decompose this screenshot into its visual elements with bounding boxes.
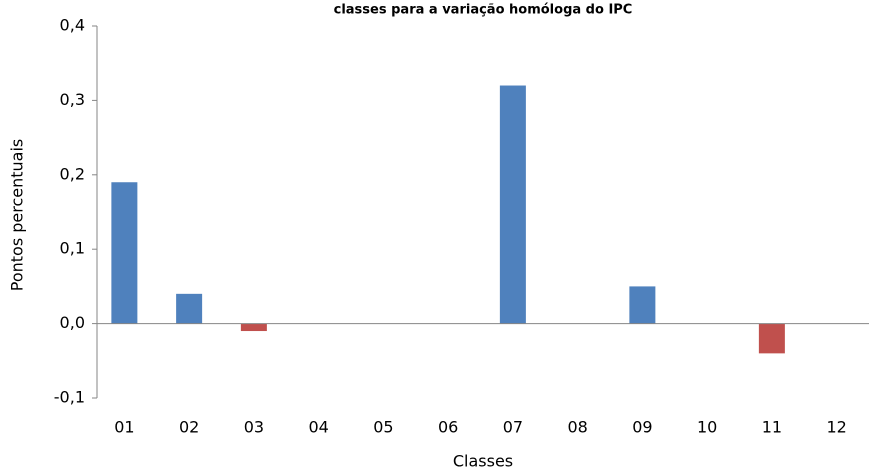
chart-title: classes para a variação homóloga do IPC xyxy=(334,3,633,18)
x-tick-label: 06 xyxy=(438,418,458,437)
bar xyxy=(499,85,526,324)
bar xyxy=(629,286,656,324)
x-tick-label: 01 xyxy=(114,418,134,437)
y-tick-label: 0,0 xyxy=(60,313,85,332)
x-tick-label: 09 xyxy=(632,418,652,437)
bar xyxy=(176,293,203,324)
x-tick-label: 03 xyxy=(244,418,264,437)
x-tick-label: 11 xyxy=(762,418,782,437)
y-tick-label: 0,1 xyxy=(60,239,85,258)
x-tick-label: 12 xyxy=(826,418,846,437)
y-tick-label: 0,3 xyxy=(60,90,85,109)
x-tick-label: 07 xyxy=(503,418,523,437)
x-tick-label: 04 xyxy=(308,418,328,437)
bar xyxy=(240,323,267,332)
x-tick-label: 02 xyxy=(179,418,199,437)
bar xyxy=(758,323,785,354)
x-tick-label: 10 xyxy=(697,418,717,437)
x-tick-label: 05 xyxy=(373,418,393,437)
y-axis-title: Pontos percentuais xyxy=(8,139,27,292)
y-tick-label: 0,4 xyxy=(60,16,85,35)
y-tick-label: -0,1 xyxy=(54,388,85,407)
bar xyxy=(111,182,138,324)
x-axis-title: Classes xyxy=(453,452,513,471)
y-tick-label: 0,2 xyxy=(60,164,85,183)
x-tick-label: 08 xyxy=(567,418,587,437)
